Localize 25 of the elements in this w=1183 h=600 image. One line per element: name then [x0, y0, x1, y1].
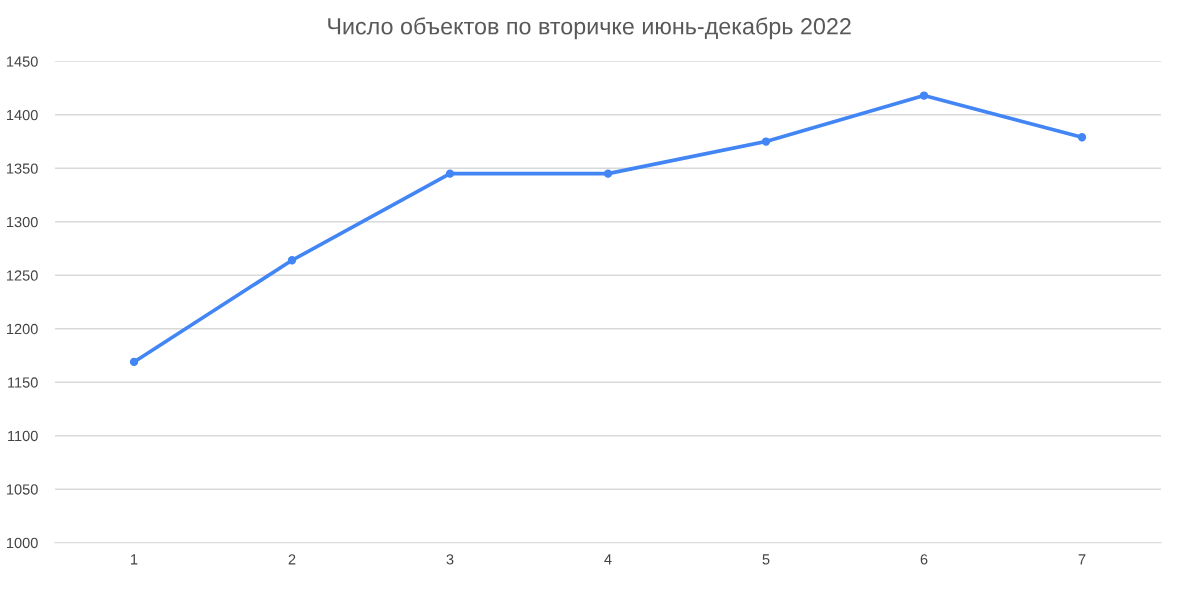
- point: [603, 169, 613, 178]
- y-tick-label: 1400: [7, 109, 38, 121]
- y-tick-label: 1100: [8, 430, 38, 442]
- point: [445, 169, 455, 178]
- point: [761, 137, 771, 146]
- y-tick-label: 1200: [7, 323, 38, 335]
- point: [129, 357, 139, 367]
- y-tick-label: 1000: [7, 537, 38, 549]
- y-tick-label: 1300: [7, 216, 38, 228]
- x-tick-label: 2: [288, 554, 296, 565]
- point: [287, 256, 297, 265]
- y-tick-label: 1050: [7, 484, 38, 495]
- y-tick-label: 1450: [7, 56, 38, 67]
- x-tick-label: 1: [131, 554, 138, 565]
- y-tick-label: 1350: [7, 163, 38, 174]
- x-tick-label: 6: [920, 554, 928, 565]
- x-tick-label: 3: [446, 554, 454, 565]
- point: [919, 91, 929, 100]
- chart-title: Число объектов по вторичке июнь-декабрь 2022: [328, 17, 851, 40]
- y-tick-label: 1150: [8, 377, 38, 388]
- point: [1077, 133, 1087, 142]
- y-tick-label: 1250: [7, 270, 38, 281]
- x-tick-label: 5: [762, 554, 770, 565]
- x-tick-label: 7: [1078, 554, 1086, 565]
- x-tick-label: 4: [604, 554, 612, 565]
